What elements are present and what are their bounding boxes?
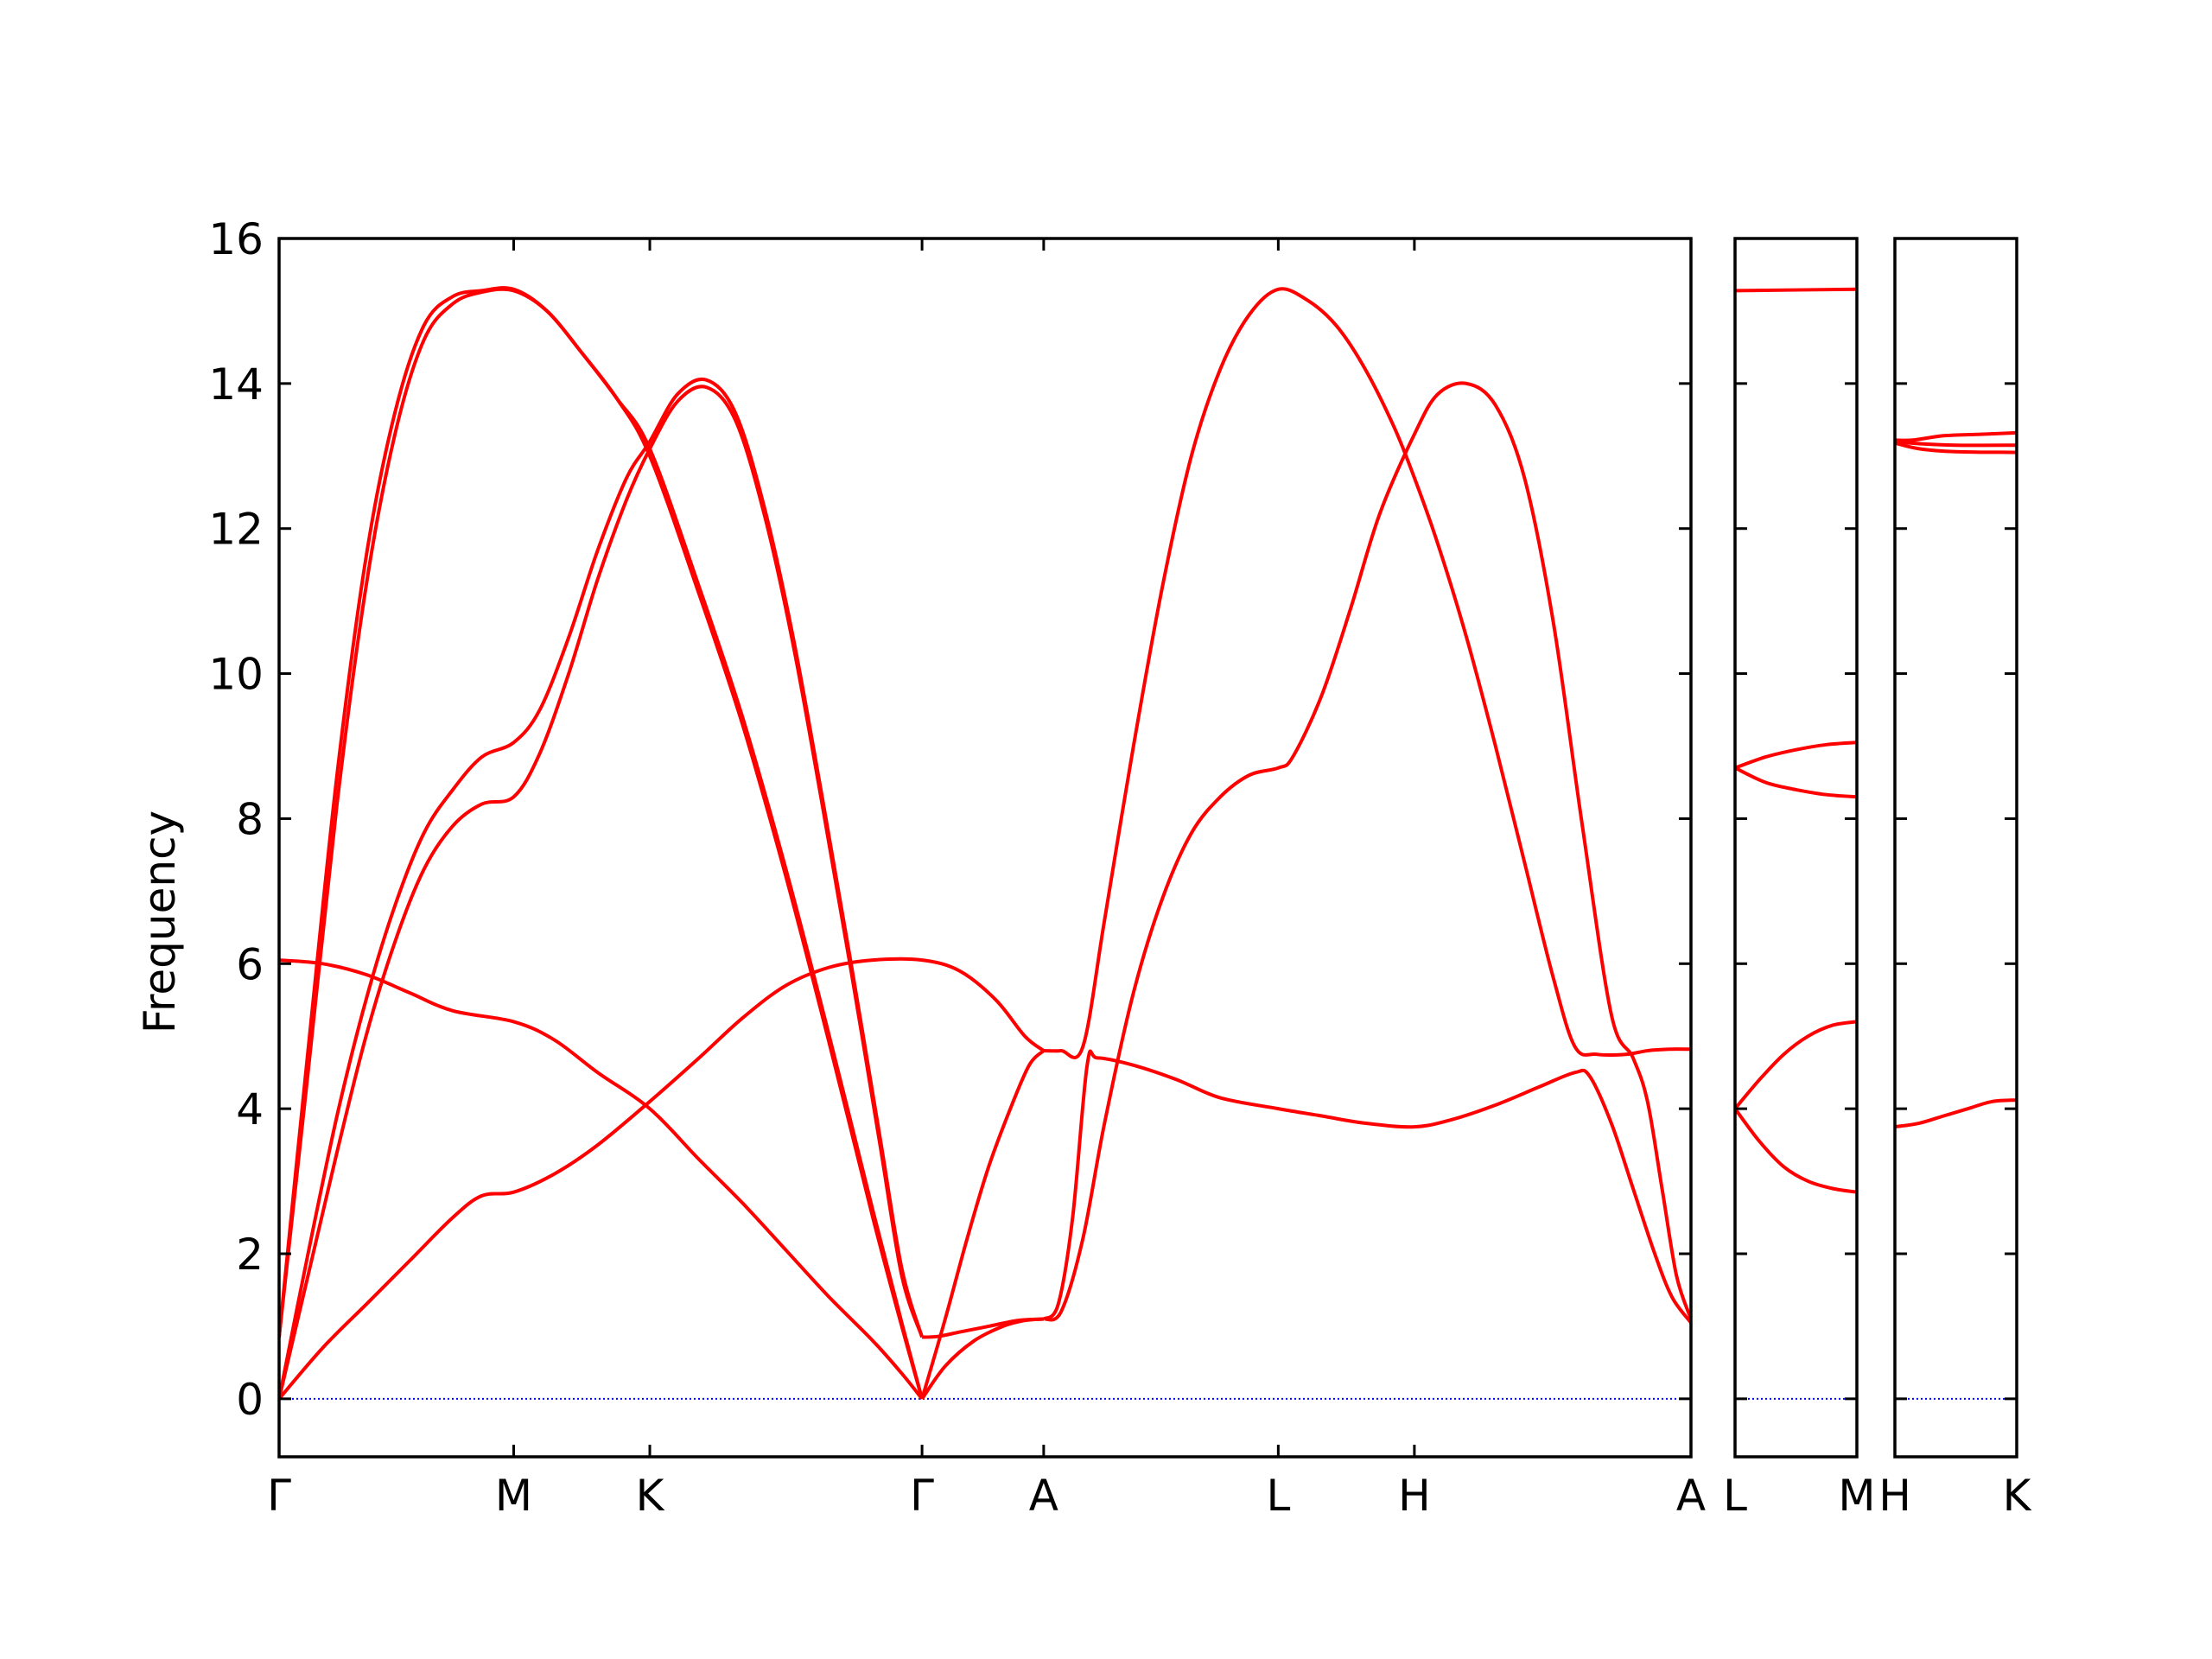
y-tick-label: 14 — [208, 359, 264, 410]
band-line-LM-0 — [1735, 287, 1857, 293]
plot-frame — [1893, 237, 2018, 1459]
y-axis-label: Frequency — [135, 810, 185, 1033]
band-line-main-1 — [279, 287, 925, 1400]
y-tick-label: 0 — [236, 1375, 264, 1425]
x-tick-label: H — [1398, 1471, 1431, 1521]
y-tick-label: 2 — [236, 1230, 264, 1280]
plot-frame — [1733, 237, 1859, 1459]
band-line-main-0 — [279, 286, 925, 1400]
y-tick-label: 4 — [236, 1084, 264, 1135]
band-line-main-10 — [1043, 381, 1691, 1322]
x-tick-label: A — [1676, 1471, 1706, 1521]
band-line-HK-2 — [1895, 441, 2017, 454]
band-line-HK-3 — [1895, 1098, 2017, 1129]
bands — [1895, 430, 2017, 1129]
x-tick-label: H — [1878, 1471, 1911, 1521]
plot-frame — [277, 237, 1693, 1459]
x-tick-label: M — [495, 1471, 532, 1521]
y-tick-label: 12 — [208, 505, 264, 555]
band-line-main-9 — [1043, 287, 1691, 1059]
x-tick-label: L — [1266, 1471, 1290, 1521]
band-line-LM-2 — [1735, 766, 1857, 799]
x-tick-label: A — [1029, 1471, 1058, 1521]
band-line-LM-4 — [1735, 1107, 1857, 1194]
band-line-main-5 — [279, 957, 1046, 1401]
band-line-main-3 — [279, 385, 925, 1400]
panel-main: 0 2 4 6 8 10 12 14 16 Γ M K Γ A L H A — [208, 214, 1706, 1521]
y-tick-label: 16 — [208, 214, 264, 264]
x-tick-label: K — [636, 1471, 665, 1521]
bands — [1735, 287, 1857, 1194]
y-tick-label: 10 — [208, 650, 264, 700]
bands — [279, 286, 1691, 1401]
x-tick-label: Γ — [267, 1471, 291, 1521]
band-line-main-4 — [279, 958, 924, 1401]
band-line-HK-1 — [1895, 440, 2017, 448]
x-tick-label: Γ — [910, 1471, 934, 1521]
band-line-HK-0 — [1895, 430, 2017, 442]
x-tick-label: K — [2003, 1471, 2032, 1521]
y-tick-label: 6 — [236, 939, 264, 989]
band-line-main-11 — [1042, 1049, 1691, 1324]
band-line-main-8 — [922, 1317, 1045, 1339]
band-line-LM-3 — [1735, 1020, 1857, 1110]
band-line-LM-1 — [1735, 741, 1857, 770]
band-line-main-7 — [920, 1049, 1046, 1400]
y-tick-label: 8 — [236, 794, 264, 844]
x-tick-label: M — [1838, 1471, 1875, 1521]
x-tick-label: L — [1723, 1471, 1747, 1521]
